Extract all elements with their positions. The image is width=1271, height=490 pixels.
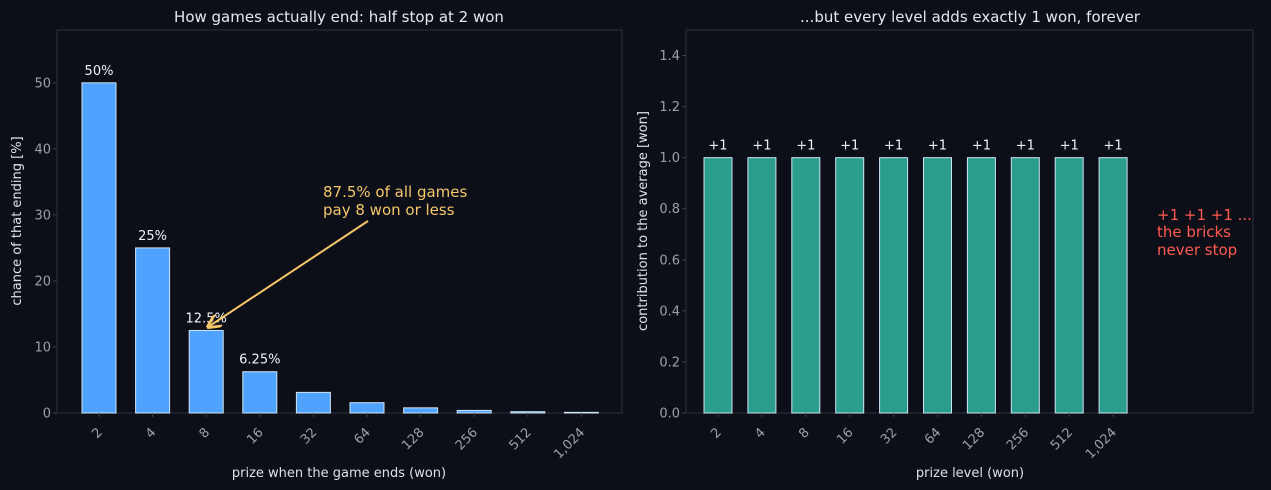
x-tick-label: 256 — [1004, 425, 1032, 453]
x-tick-label: 1,024 — [1083, 425, 1120, 462]
y-tick-label: 0.0 — [659, 407, 680, 422]
y-tick-label: 0 — [43, 407, 51, 422]
x-tick-label: 2 — [708, 425, 724, 441]
bar — [81, 82, 117, 414]
right-annotation-line-1: +1 +1 +1 ... — [1157, 206, 1252, 224]
x-tick-label: 128 — [960, 425, 988, 453]
bar — [349, 402, 385, 414]
data-label: 25% — [138, 229, 167, 244]
x-tick-label: 32 — [878, 425, 900, 447]
left-chart: How games actually end: half stop at 2 w… — [10, 8, 623, 481]
left-x-axis-label: prize when the game ends (won) — [232, 466, 446, 481]
x-tick-label: 128 — [399, 425, 427, 453]
bar — [403, 407, 439, 414]
x-tick-label: 16 — [834, 425, 856, 447]
x-tick-label: 4 — [143, 425, 159, 441]
y-tick-label: 0.2 — [659, 355, 680, 370]
bar — [966, 157, 996, 414]
data-label: +1 — [708, 139, 727, 154]
data-label: +1 — [1104, 139, 1123, 154]
bar — [135, 247, 171, 414]
bar — [563, 411, 599, 414]
bar — [1054, 157, 1084, 414]
data-label: 50% — [85, 64, 114, 79]
y-tick-label: 30 — [34, 208, 51, 223]
x-tick-label: 512 — [506, 425, 534, 453]
bar — [510, 411, 546, 414]
data-label: +1 — [796, 139, 815, 154]
y-tick-label: 0.4 — [659, 304, 680, 319]
right-chart-title: ...but every level adds exactly 1 won, f… — [800, 8, 1141, 26]
x-tick-label: 32 — [298, 425, 320, 447]
data-label: +1 — [928, 139, 947, 154]
bar — [188, 329, 224, 414]
data-label: +1 — [972, 139, 991, 154]
bar — [1098, 157, 1128, 414]
data-label: +1 — [840, 139, 859, 154]
x-tick-label: 8 — [796, 425, 812, 441]
data-label: +1 — [752, 139, 771, 154]
x-tick-label: 16 — [244, 425, 266, 447]
x-tick-label: 4 — [752, 425, 768, 441]
x-tick-label: 8 — [197, 425, 213, 441]
bar — [879, 157, 909, 414]
right-annotation: +1 +1 +1 ... the bricks never stop — [1157, 206, 1257, 259]
right-annotation-line-3: never stop — [1157, 241, 1237, 259]
data-label: +1 — [1060, 139, 1079, 154]
left-annotation: 87.5% of all games pay 8 won or less — [208, 183, 472, 327]
annotation-line-1: 87.5% of all games — [323, 183, 467, 201]
left-plot-frame — [56, 29, 623, 414]
y-tick-label: 1.2 — [659, 100, 680, 115]
right-y-ticks: 0.0 0.2 0.4 0.6 0.8 1.0 1.2 1.4 — [659, 49, 686, 422]
right-annotation-line-2: the bricks — [1157, 223, 1231, 241]
left-bars — [81, 82, 599, 414]
right-bars — [703, 157, 1128, 414]
right-x-ticks: 2 4 8 16 32 64 128 256 512 1,024 — [708, 413, 1120, 462]
annotation-arrow — [208, 220, 369, 327]
y-tick-label: 0.8 — [659, 202, 680, 217]
y-tick-label: 50 — [34, 76, 51, 91]
bar — [295, 391, 331, 414]
x-tick-label: 64 — [922, 425, 944, 447]
right-data-labels: +1 +1 +1 +1 +1 +1 +1 +1 +1 +1 — [708, 139, 1122, 154]
left-y-ticks: 0 10 20 30 40 50 — [34, 76, 57, 422]
y-tick-label: 1.0 — [659, 151, 680, 166]
left-chart-title: How games actually end: half stop at 2 w… — [174, 8, 504, 26]
left-y-axis-label: chance of that ending [%] — [10, 136, 25, 305]
bar — [923, 157, 952, 414]
bar — [456, 409, 492, 414]
bar — [791, 157, 821, 414]
x-tick-label: 64 — [352, 425, 374, 447]
y-tick-label: 40 — [34, 142, 51, 157]
bar — [747, 157, 777, 414]
x-tick-label: 2 — [89, 425, 105, 441]
data-label: +1 — [884, 139, 903, 154]
x-tick-label: 256 — [453, 425, 481, 453]
x-tick-label: 1,024 — [551, 425, 588, 462]
data-label: 6.25% — [239, 353, 280, 368]
bar — [242, 371, 278, 414]
right-y-axis-label: contribution to the average [won] — [636, 111, 651, 331]
annotation-line-2: pay 8 won or less — [323, 201, 455, 219]
right-chart: ...but every level adds exactly 1 won, f… — [636, 8, 1257, 481]
y-tick-label: 1.4 — [659, 49, 680, 64]
right-x-axis-label: prize level (won) — [916, 466, 1024, 481]
x-tick-label: 512 — [1048, 425, 1076, 453]
left-x-ticks: 2 4 8 16 32 64 128 256 512 1,024 — [89, 413, 588, 462]
y-tick-label: 20 — [34, 274, 51, 289]
y-tick-label: 10 — [34, 340, 51, 355]
bar — [1010, 157, 1040, 414]
annotation-text: 87.5% of all games pay 8 won or less — [323, 183, 472, 219]
bar — [703, 157, 733, 414]
data-label: +1 — [1016, 139, 1035, 154]
bar — [835, 157, 865, 414]
y-tick-label: 0.6 — [659, 253, 680, 268]
